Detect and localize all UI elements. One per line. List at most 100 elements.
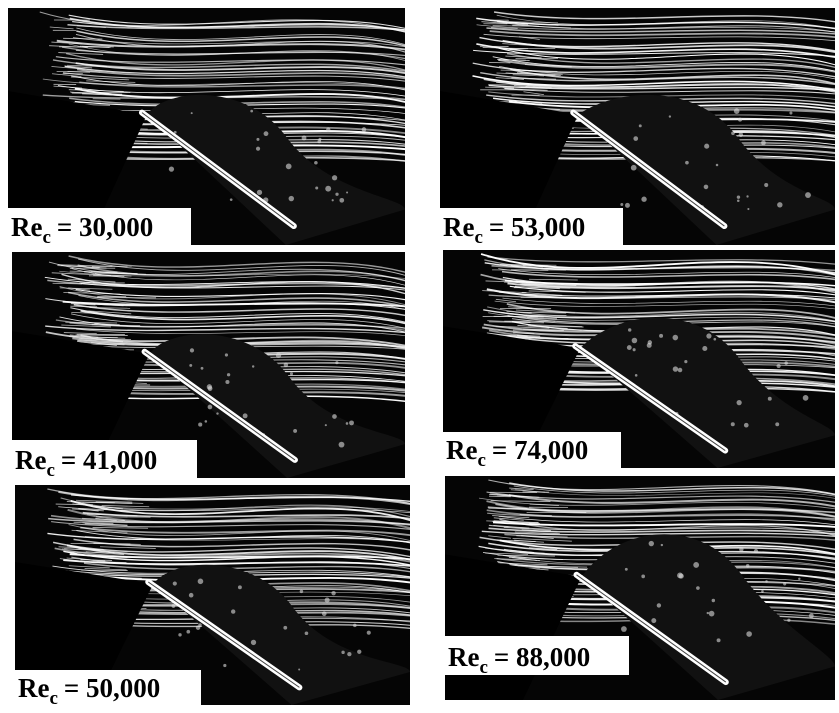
wake-speck [775,422,779,426]
wake-speck [314,161,318,165]
wake-speck [679,573,684,578]
figure: Rec= 30,000Rec= 53,000Rec= 41,000Rec= 74… [0,0,839,713]
wake-speck [225,353,228,356]
label-subscript: c [42,227,50,248]
wake-speck [707,612,709,614]
wake-speck [744,423,749,428]
wake-speck [754,549,758,553]
wake-speck [283,626,287,630]
wake-speck [322,611,327,616]
wake-speck [205,420,208,423]
wake-speck [627,345,632,350]
wake-speck [290,372,293,375]
wake-speck [621,626,627,632]
wake-speck [191,112,193,114]
label-subscript: c [474,227,482,248]
label-subscript: c [46,460,54,481]
wake-speck [731,131,735,135]
wake-speck [284,363,289,368]
wake-speck [315,186,318,189]
label-value: = 41,000 [61,445,157,475]
wake-speck [349,420,354,425]
wake-speck [257,190,262,195]
streak [75,335,128,336]
streak [96,517,150,518]
label-value: = 30,000 [57,212,153,242]
wake-speck [713,338,716,341]
wake-speck [196,625,200,629]
wake-speck [289,196,294,201]
wake-speck [746,631,752,637]
wake-speck [252,365,254,367]
wake-speck [704,144,709,149]
label-base: Re [446,435,477,465]
wake-speck [706,333,711,338]
wake-speck [302,136,307,141]
wake-speck [789,111,792,114]
wake-speck [353,624,357,628]
wake-speck [198,579,204,585]
wake-speck [761,590,764,593]
wake-speck [712,599,715,602]
wake-speck [731,422,735,426]
wake-speck [186,630,190,634]
wake-speck [201,367,204,370]
wake-speck [632,338,638,344]
wake-speck [635,374,638,377]
wake-speck [734,108,740,114]
wake-speck [764,183,768,187]
wake-speck [633,136,638,141]
wake-speck [737,400,742,405]
wake-speck [243,413,248,418]
wake-speck [300,590,304,594]
wake-speck [673,366,678,371]
wake-speck [331,591,335,595]
wake-speck [305,631,309,635]
wake-speck [357,650,361,654]
wake-speck [625,568,628,571]
wake-speck [332,175,337,180]
wake-speck [298,669,300,671]
wake-speck [709,611,715,617]
wake-speck [208,386,213,391]
label-subscript: c [477,450,485,471]
label-value: = 53,000 [489,212,585,242]
wake-speck [765,580,767,582]
wake-speck [696,586,700,590]
wake-speck [783,582,786,585]
wake-speck [625,203,630,208]
wake-speck [661,544,663,546]
wake-speck [620,203,623,206]
wake-speck [339,198,344,203]
wake-speck [332,199,334,201]
wake-speck [346,191,348,193]
wake-speck [678,368,683,373]
wake-speck [367,631,371,635]
label-subscript: c [479,657,487,678]
wake-speck [276,353,281,358]
wake-speck [702,346,707,351]
label-value: = 50,000 [64,673,160,703]
wake-speck [737,200,740,203]
wake-speck [227,373,230,376]
wake-speck [172,604,176,608]
wake-speck [190,348,194,352]
wake-speck [231,609,235,613]
wake-speck [335,193,338,196]
label-base: Re [18,673,49,703]
wake-speck [216,412,218,414]
wake-speck [293,429,297,433]
wake-speck [250,110,253,113]
wake-speck [641,197,646,202]
label-base: Re [448,642,479,672]
label-value: = 88,000 [494,642,590,672]
wake-speck [178,633,181,636]
wake-speck [208,405,213,410]
label-base: Re [443,212,474,242]
wake-speck [641,575,645,579]
wake-speck [685,161,689,165]
wake-speck [737,195,740,198]
wake-speck [256,147,260,151]
wake-speck [173,581,177,585]
wake-speck [325,424,327,426]
